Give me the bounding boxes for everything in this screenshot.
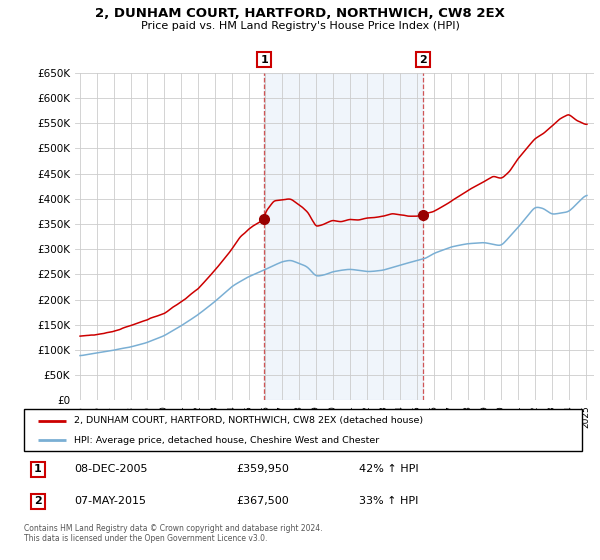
Text: £367,500: £367,500 bbox=[236, 497, 289, 506]
Text: 08-DEC-2005: 08-DEC-2005 bbox=[74, 464, 148, 474]
Text: 33% ↑ HPI: 33% ↑ HPI bbox=[359, 497, 418, 506]
FancyBboxPatch shape bbox=[24, 409, 582, 451]
Text: 2, DUNHAM COURT, HARTFORD, NORTHWICH, CW8 2EX (detached house): 2, DUNHAM COURT, HARTFORD, NORTHWICH, CW… bbox=[74, 416, 424, 425]
Bar bbox=[264, 73, 423, 400]
Text: 07-MAY-2015: 07-MAY-2015 bbox=[74, 497, 146, 506]
Text: 2: 2 bbox=[34, 497, 42, 506]
Text: 1: 1 bbox=[260, 55, 268, 64]
Text: Price paid vs. HM Land Registry's House Price Index (HPI): Price paid vs. HM Land Registry's House … bbox=[140, 21, 460, 31]
Text: Contains HM Land Registry data © Crown copyright and database right 2024.
This d: Contains HM Land Registry data © Crown c… bbox=[24, 524, 323, 543]
Text: 1: 1 bbox=[34, 464, 42, 474]
Text: 2: 2 bbox=[419, 55, 427, 64]
Text: £359,950: £359,950 bbox=[236, 464, 289, 474]
Text: HPI: Average price, detached house, Cheshire West and Chester: HPI: Average price, detached house, Ches… bbox=[74, 436, 379, 445]
Text: 42% ↑ HPI: 42% ↑ HPI bbox=[359, 464, 418, 474]
Text: 2, DUNHAM COURT, HARTFORD, NORTHWICH, CW8 2EX: 2, DUNHAM COURT, HARTFORD, NORTHWICH, CW… bbox=[95, 7, 505, 20]
